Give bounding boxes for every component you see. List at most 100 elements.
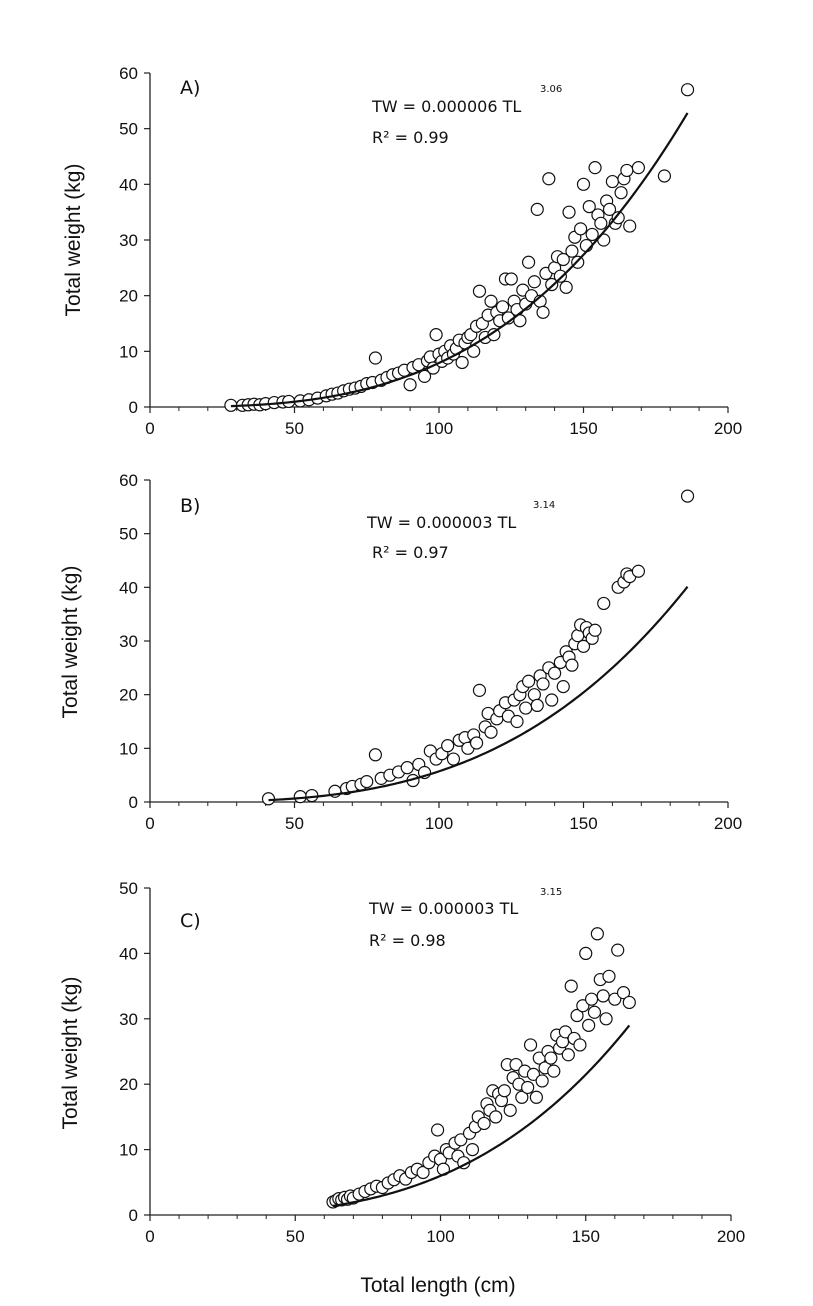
x-tick-label: 100 [425,419,453,438]
x-tick-label: 150 [572,1227,600,1246]
y-axis-title: Total weight (kg) [59,977,82,1130]
data-point [558,1025,573,1039]
data-point [616,986,631,1000]
data-point [588,623,602,637]
data-point [564,979,578,993]
r-squared: R² = 0.99 [372,128,449,147]
data-point [623,219,637,233]
data-point [504,272,518,286]
data-point [608,992,622,1006]
data-point [562,205,576,219]
y-tick-label: 30 [119,1010,138,1029]
panel-c: C) TW = 0.000003 TL 3.15 R² = 0.98 Total… [59,879,745,1246]
x-axis-title: Total length (cm) [360,1274,515,1297]
equation: TW = 0.000006 TL [371,97,521,116]
data-point [680,83,695,97]
data-point [565,658,579,672]
data-point [544,1051,558,1065]
y-tick-label: 30 [119,632,138,651]
data-point [602,202,617,216]
equation-exponent: 3.15 [540,887,562,898]
data-point [523,1038,538,1052]
equation: TW = 0.000003 TL [368,899,518,918]
y-tick-label: 30 [119,231,138,250]
data-point [368,748,383,762]
y-tick-label: 50 [119,525,138,544]
data-point [454,1133,468,1147]
x-tick-label: 50 [285,419,304,438]
y-tick-label: 50 [119,879,138,898]
y-axis-title: Total weight (kg) [62,164,85,317]
data-point [545,277,559,292]
data-point [477,1116,491,1131]
y-tick-label: 0 [129,1206,138,1225]
data-point [429,328,443,342]
data-point [368,351,383,365]
y-axis-title: Total weight (kg) [59,566,82,719]
data-point [559,280,573,294]
data-point [487,328,501,342]
data-point [515,1090,529,1104]
x-tick-label: 150 [569,419,597,438]
data-point [596,989,610,1003]
data-point [416,1165,430,1180]
data-point [587,1005,602,1019]
data-point [465,1142,480,1157]
panel-label: C) [180,910,201,932]
x-tick-label: 150 [569,814,597,833]
y-tick-label: 60 [119,64,138,83]
x-tick-label: 0 [145,1227,154,1246]
data-point [521,1080,535,1095]
x-tick-label: 200 [714,814,742,833]
data-point [519,701,533,715]
data-point [582,200,596,214]
data-point [495,300,510,314]
data-point [602,969,616,983]
fit-curve [230,112,689,408]
data-point [574,222,588,236]
data-point [594,216,608,230]
x-tick-label: 100 [426,1227,454,1246]
y-tick-label: 40 [119,944,138,963]
data-point [631,161,646,175]
data-point [576,177,591,191]
x-tick-label: 0 [145,419,154,438]
data-point [455,355,469,370]
data-point [605,174,620,189]
data-point [576,999,590,1013]
panel-a: A) TW = 0.000006 TL 3.06 R² = 0.99 Total… [62,64,742,438]
panel-b: B) TW = 0.000003 TL 3.14 R² = 0.97 Total… [59,471,742,833]
data-point [545,693,559,707]
data-point [403,378,417,392]
data-point [535,1074,549,1088]
data-point [529,1090,543,1104]
data-point [573,1038,587,1052]
data-point [590,927,604,941]
data-point [547,666,562,680]
x-tick-label: 50 [286,1227,305,1246]
y-tick-label: 40 [119,578,138,597]
r-squared: R² = 0.98 [369,931,446,950]
data-point [430,1123,445,1137]
y-tick-label: 20 [119,287,138,306]
data-point [530,202,544,216]
data-point [582,1018,596,1032]
data-point [611,943,625,957]
x-tick-label: 100 [425,814,453,833]
data-point [527,688,541,702]
equation: TW = 0.000003 TL [366,513,516,532]
fit-curve [268,585,689,802]
data-point [599,1012,613,1026]
data-point [527,275,541,289]
y-tick-label: 0 [129,398,138,417]
y-tick-label: 10 [119,739,138,758]
data-point [536,305,550,319]
data-point [446,752,461,766]
y-tick-label: 0 [129,793,138,812]
y-tick-label: 10 [119,1141,138,1160]
x-tick-label: 200 [717,1227,745,1246]
data-point [510,714,524,729]
data-point [585,227,599,242]
data-point [484,294,498,308]
data-point [620,163,634,178]
